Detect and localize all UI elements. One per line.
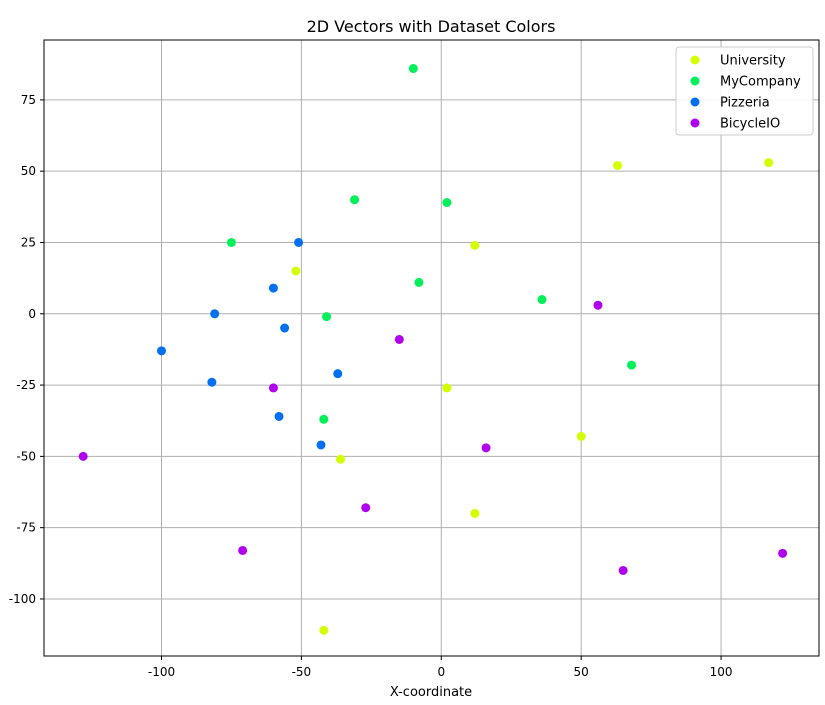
scatter-point: [78, 451, 88, 461]
y-tick-label: 25: [21, 235, 36, 249]
y-tick-label: 0: [28, 307, 36, 321]
scatter-point: [442, 383, 452, 393]
scatter-point: [316, 440, 326, 450]
axis-ticks: -100 -50 0 50 100 -100 -75 -50 -25 0 25 50 75: [9, 93, 733, 679]
scatter-point: [280, 323, 290, 333]
y-tick-label: 50: [21, 164, 36, 178]
scatter-point: [613, 160, 623, 170]
scatter-point: [442, 198, 452, 208]
scatter-point: [576, 431, 586, 441]
legend: University MyCompany Pizzeria BicycleIO: [675, 46, 814, 136]
scatter-point: [226, 237, 236, 247]
scatter-point: [333, 369, 343, 379]
series-mycompany: [226, 64, 637, 424]
scatter-point: [336, 454, 346, 464]
x-tick-label: -50: [292, 665, 312, 679]
legend-box: [675, 46, 814, 136]
series-pizzeria: [157, 237, 343, 450]
scatter-point: [627, 360, 637, 370]
legend-marker: [690, 118, 700, 128]
scatter-point: [778, 548, 788, 558]
scatter-point: [268, 283, 278, 293]
x-tick-label: 100: [710, 665, 733, 679]
scatter-point: [322, 312, 332, 322]
chart-title: 2D Vectors with Dataset Colors: [307, 17, 556, 36]
x-tick-label: 0: [437, 665, 445, 679]
scatter-point: [470, 508, 480, 518]
plot-area-frame: [43, 39, 820, 657]
series-bicycleio: [78, 300, 788, 575]
scatter-point: [207, 377, 217, 387]
legend-label: University: [720, 54, 786, 69]
data-points: [78, 64, 788, 635]
scatter-point: [238, 545, 248, 555]
scatter-point: [274, 411, 284, 421]
x-tick-label: -100: [148, 665, 175, 679]
scatter-point: [470, 240, 480, 250]
y-tick-label: -25: [16, 378, 36, 392]
y-tick-label: -75: [16, 521, 36, 535]
scatter-point: [408, 64, 418, 74]
scatter-point: [210, 309, 220, 319]
x-axis-label: X-coordinate: [390, 685, 472, 700]
y-tick-label: 75: [21, 93, 36, 107]
scatter-point: [319, 414, 329, 424]
x-tick-label: 50: [574, 665, 589, 679]
legend-label: Pizzeria: [720, 96, 770, 111]
legend-label: MyCompany: [720, 75, 801, 90]
legend-marker: [690, 76, 700, 86]
scatter-point: [157, 346, 167, 356]
legend-label: BicycleIO: [720, 117, 780, 132]
scatter-point: [394, 334, 404, 344]
series-university: [291, 158, 774, 635]
legend-marker: [690, 97, 700, 107]
legend-marker: [690, 55, 700, 65]
scatter-point: [291, 266, 301, 276]
scatter-point: [319, 625, 329, 635]
y-tick-label: -50: [16, 449, 36, 463]
scatter-point: [481, 443, 491, 453]
scatter-point: [593, 300, 603, 310]
scatter-point: [618, 565, 628, 575]
scatter-point: [268, 383, 278, 393]
scatter-point: [537, 295, 547, 305]
scatter-point: [414, 277, 424, 287]
scatter-point: [361, 503, 371, 513]
scatter-point: [350, 195, 360, 205]
scatter-point: [764, 158, 774, 168]
y-tick-label: -100: [9, 592, 36, 606]
scatter-point: [294, 237, 304, 247]
